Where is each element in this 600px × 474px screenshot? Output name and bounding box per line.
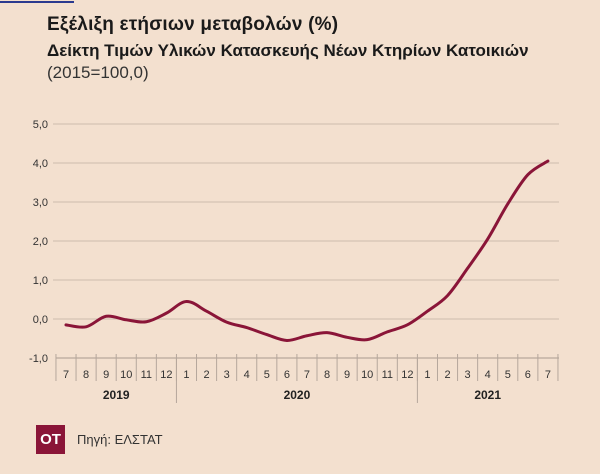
x-tick-label: 10 — [120, 369, 132, 381]
y-tick-label: 3,0 — [33, 197, 48, 209]
subtitle-note: (2015=100,0) — [47, 63, 149, 82]
y-tick-label: 2,0 — [33, 236, 48, 248]
x-tick-label: 1 — [183, 369, 189, 381]
x-tick-label: 1 — [424, 369, 430, 381]
y-tick-label: 5,0 — [33, 119, 48, 131]
source-label: Πηγή: ΕΛΣΤΑΤ — [77, 432, 163, 447]
x-tick-label: 5 — [505, 369, 511, 381]
x-tick-label: 8 — [324, 369, 330, 381]
x-tick-label: 2 — [444, 369, 450, 381]
y-tick-label: 0,0 — [33, 314, 48, 326]
x-tick-label: 7 — [304, 369, 310, 381]
x-tick-label: 6 — [284, 369, 290, 381]
x-tick-label: 11 — [382, 369, 393, 381]
chart-subtitle: Δείκτη Τιμών Υλικών Κατασκευής Νέων Κτηρ… — [47, 40, 587, 84]
top-accent-line — [0, 1, 74, 3]
x-tick-label: 5 — [264, 369, 270, 381]
x-tick-label: 4 — [244, 369, 250, 381]
y-tick-label: 4,0 — [33, 158, 48, 170]
y-tick-label: -1,0 — [29, 353, 48, 365]
x-tick-label: 7 — [545, 369, 551, 381]
x-tick-label: 6 — [525, 369, 531, 381]
x-tick-label: 12 — [401, 369, 413, 381]
x-tick-label: 2 — [203, 369, 209, 381]
y-tick-label: 1,0 — [33, 275, 48, 287]
ot-logo: OT — [36, 425, 65, 454]
x-tick-label: 9 — [103, 369, 109, 381]
chart-title: Εξέλιξη ετήσιων μεταβολών (%) — [47, 14, 339, 35]
x-tick-label: 3 — [465, 369, 471, 381]
x-tick-label: 10 — [361, 369, 373, 381]
x-tick-label: 9 — [344, 369, 350, 381]
x-tick-label: 12 — [160, 369, 172, 381]
series-line — [64, 159, 550, 342]
year-label: 2021 — [474, 388, 501, 402]
x-tick-label: 8 — [83, 369, 89, 381]
year-label: 2020 — [284, 388, 311, 402]
x-tick-label: 7 — [63, 369, 69, 381]
x-tick-label: 11 — [141, 369, 152, 381]
x-tick-label: 4 — [485, 369, 491, 381]
subtitle-text: Δείκτη Τιμών Υλικών Κατασκευής Νέων Κτηρ… — [47, 41, 529, 60]
year-label: 2019 — [103, 388, 130, 402]
x-tick-label: 3 — [224, 369, 230, 381]
